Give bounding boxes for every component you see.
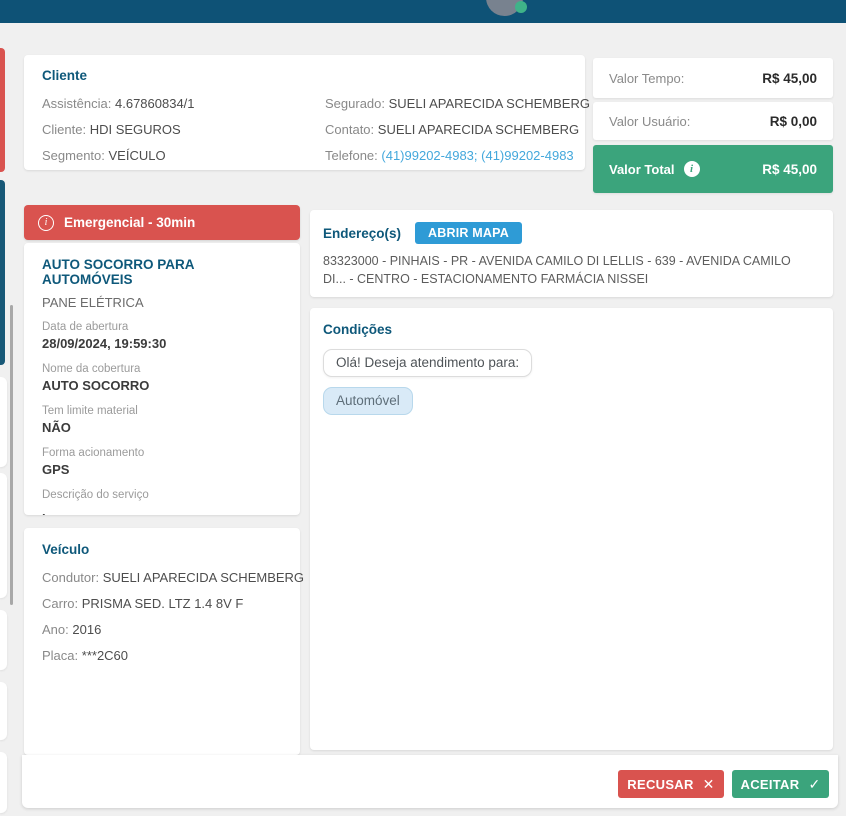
- address-card-title: Endereço(s): [323, 225, 402, 241]
- open-map-button[interactable]: ABRIR MAPA: [415, 222, 522, 244]
- vehicle-driver-field: Condutor: SUELI APARECIDA SCHEMBERG: [42, 570, 304, 585]
- service-description-group: Descrição do serviço .: [42, 489, 282, 515]
- info-circle-icon[interactable]: i: [38, 214, 54, 231]
- value-time-amount: R$ 45,00: [762, 70, 817, 86]
- value-total-row: Valor Total i R$ 45,00: [593, 145, 833, 193]
- address-card: Endereço(s) ABRIR MAPA 83323000 - PINHAI…: [310, 210, 833, 297]
- address-text: 83323000 - PINHAIS - PR - AVENIDA CAMILO…: [323, 254, 791, 286]
- field-label: Segurado:: [325, 96, 385, 111]
- field-value: ***2C60: [81, 648, 129, 663]
- field-label: Assistência:: [42, 96, 112, 111]
- service-coverage-group: Nome da cobertura AUTO SOCORRO: [42, 363, 282, 393]
- info-icon[interactable]: i: [683, 161, 700, 177]
- client-assistance-field: Assistência: 4.67860834/1: [42, 96, 195, 111]
- client-name-field: Cliente: HDI SEGUROS: [42, 122, 181, 137]
- field-value: GPS: [42, 462, 70, 477]
- emergency-banner-label: Emergencial - 30min: [64, 215, 196, 230]
- field-label: Descrição do serviço: [42, 489, 149, 501]
- emergency-banner: i Emergencial - 30min: [24, 205, 300, 240]
- service-open-date-group: Data de abertura 28/09/2024, 19:59:30: [42, 321, 282, 351]
- service-material-limit-group: Tem limite material NÃO: [42, 405, 282, 435]
- field-label: Cliente:: [42, 122, 87, 137]
- value-time-row: Valor Tempo: R$ 45,00: [593, 58, 833, 98]
- value-user-row: Valor Usuário: R$ 0,00: [593, 102, 833, 140]
- field-label: Telefone:: [325, 148, 378, 163]
- value-user-label: Valor Usuário:: [609, 113, 691, 129]
- field-value: PRISMA SED. LTZ 1.4 8V F: [81, 596, 244, 611]
- field-value: SUELI APARECIDA SCHEMBERG: [388, 96, 590, 111]
- accept-button[interactable]: ACEITAR ✓: [732, 770, 829, 798]
- app-logo-dot-icon: [515, 1, 527, 13]
- field-value: SUELI APARECIDA SCHEMBERG: [377, 122, 580, 137]
- field-value: 2016: [72, 622, 102, 637]
- background-card-edge: [0, 682, 7, 740]
- value-time-label: Valor Tempo:: [609, 70, 685, 86]
- field-label: Tem limite material: [42, 405, 138, 417]
- client-insured-field: Segurado: SUELI APARECIDA SCHEMBERG: [325, 96, 590, 111]
- reject-button-label: RECUSAR: [627, 776, 694, 792]
- client-contact-field: Contato: SUELI APARECIDA SCHEMBERG: [325, 122, 579, 137]
- chat-bubble-question: Olá! Deseja atendimento para:: [323, 349, 533, 377]
- client-segment-field: Segmento: VEÍCULO: [42, 148, 166, 163]
- field-value: VEÍCULO: [108, 148, 166, 163]
- field-value: 4.67860834/1: [115, 96, 195, 111]
- vehicle-card: Veículo Condutor: SUELI APARECIDA SCHEMB…: [24, 528, 304, 755]
- field-label: Carro:: [42, 596, 79, 611]
- top-bar: [0, 0, 846, 23]
- service-subtitle: PANE ELÉTRICA: [42, 295, 144, 310]
- address-header: Endereço(s) ABRIR MAPA: [323, 222, 820, 244]
- field-value: .: [42, 504, 46, 515]
- chat-bubble-answer: Automóvel: [323, 387, 413, 415]
- background-card-edge: [0, 752, 7, 813]
- conditions-card: Condições Olá! Deseja atendimento para: …: [310, 308, 833, 750]
- field-label: Segmento:: [42, 148, 105, 163]
- accept-button-label: ACEITAR: [740, 776, 800, 792]
- vehicle-car-field: Carro: PRISMA SED. LTZ 1.4 8V F: [42, 596, 282, 611]
- field-label: Condutor:: [42, 570, 100, 585]
- value-total-amount: R$ 45,00: [762, 161, 817, 177]
- service-title: AUTO SOCORRO PARA AUTOMÓVEIS: [42, 257, 195, 287]
- background-card-edge-blue: [0, 180, 5, 365]
- close-icon: ✕: [702, 775, 715, 792]
- field-label: Contato:: [325, 122, 375, 137]
- app-logo-icon: [486, 0, 523, 16]
- vehicle-card-title: Veículo: [42, 542, 90, 557]
- phone-link[interactable]: (41)99202-4983; (41)99202-4983: [381, 148, 574, 163]
- background-card-edge: [0, 473, 7, 598]
- value-user-amount: R$ 0,00: [769, 113, 817, 129]
- value-total-label: Valor Total i: [609, 161, 700, 177]
- field-value: 28/09/2024, 19:59:30: [42, 336, 167, 351]
- field-label: Placa:: [42, 648, 79, 663]
- field-label: Nome da cobertura: [42, 363, 141, 375]
- client-card-title: Cliente: [42, 68, 88, 83]
- service-trigger-mode-group: Forma acionamento GPS: [42, 447, 282, 477]
- value-total-text: Valor Total: [609, 161, 675, 177]
- check-icon: ✓: [808, 775, 821, 792]
- service-card: AUTO SOCORRO PARA AUTOMÓVEIS PANE ELÉTRI…: [24, 243, 300, 515]
- vehicle-year-field: Ano: 2016: [42, 622, 282, 637]
- reject-button[interactable]: RECUSAR ✕: [618, 770, 724, 798]
- field-value: NÃO: [42, 420, 71, 435]
- vehicle-plate-field: Placa: ***2C60: [42, 648, 282, 663]
- field-value: AUTO SOCORRO: [42, 378, 150, 393]
- left-list-scrollbar[interactable]: [10, 305, 13, 605]
- background-card-edge-red: [0, 48, 5, 172]
- field-value: HDI SEGUROS: [89, 122, 181, 137]
- field-label: Forma acionamento: [42, 447, 145, 459]
- field-value: SUELI APARECIDA SCHEMBERG: [102, 570, 305, 585]
- client-phone-field: Telefone: (41)99202-4983; (41)99202-4983: [325, 148, 574, 163]
- background-card-edge: [0, 610, 7, 670]
- client-card: Cliente Assistência: 4.67860834/1 Client…: [24, 55, 590, 170]
- field-label: Ano:: [42, 622, 69, 637]
- action-footer: RECUSAR ✕ ACEITAR ✓: [22, 755, 838, 808]
- field-label: Data de abertura: [42, 321, 129, 333]
- conditions-card-title: Condições: [323, 322, 393, 337]
- background-card-edge: [0, 377, 7, 467]
